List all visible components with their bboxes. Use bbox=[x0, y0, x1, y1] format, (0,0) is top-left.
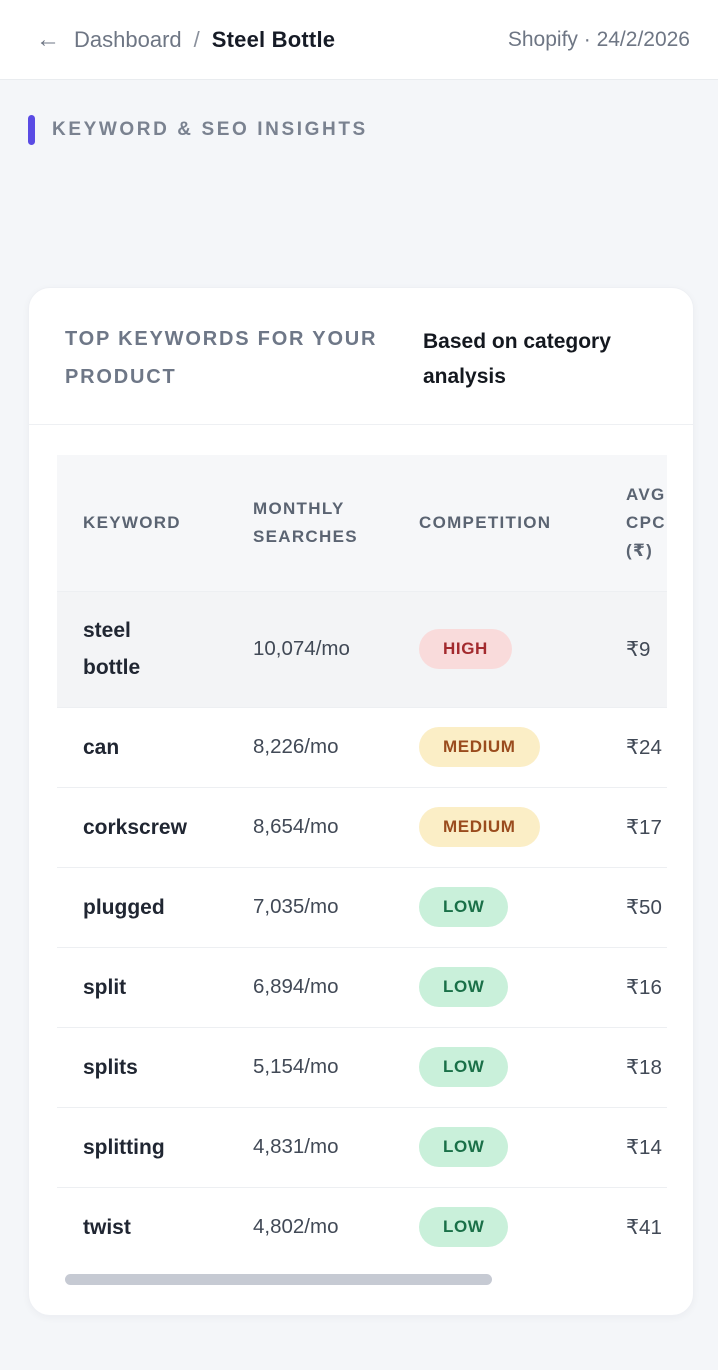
horizontal-scrollbar-track[interactable] bbox=[57, 1274, 667, 1285]
keyword-cell: splits bbox=[83, 1055, 138, 1079]
monthly-searches-cell: 4,831/mo bbox=[227, 1106, 393, 1187]
table-row[interactable]: split 6,894/mo LOW ₹16 bbox=[57, 946, 667, 1027]
keywords-card: TOP KEYWORDS FOR YOUR PRODUCT Based on c… bbox=[28, 287, 694, 1316]
monthly-searches-cell: 5,154/mo bbox=[227, 1026, 393, 1107]
table-row[interactable]: steel bottle 10,074/mo HIGH ₹9 bbox=[57, 590, 667, 707]
avg-cpc-cell: ₹14 bbox=[600, 1106, 667, 1187]
table-row[interactable]: splitting 4,831/mo LOW ₹14 bbox=[57, 1106, 667, 1187]
keyword-cell: twist bbox=[83, 1215, 131, 1239]
section-heading: KEYWORD & SEO INSIGHTS bbox=[28, 115, 718, 145]
competition-badge: LOW bbox=[419, 967, 509, 1007]
avg-cpc-cell: ₹16 bbox=[600, 946, 667, 1027]
keyword-cell: can bbox=[83, 735, 120, 759]
keyword-cell: steel bottle bbox=[83, 619, 141, 679]
keyword-cell: corkscrew bbox=[83, 815, 187, 839]
monthly-searches-cell: 10,074/mo bbox=[227, 590, 393, 707]
back-arrow-icon[interactable]: ← bbox=[36, 25, 60, 53]
monthly-searches-cell: 8,226/mo bbox=[227, 706, 393, 787]
keyword-cell: plugged bbox=[83, 895, 165, 919]
keywords-table-scroll-area[interactable]: KEYWORD MONTHLY SEARCHES COMPETITION AVG… bbox=[57, 455, 667, 1267]
competition-badge: MEDIUM bbox=[419, 727, 540, 767]
breadcrumb-current-page: Steel Bottle bbox=[211, 26, 336, 52]
table-header-row: KEYWORD MONTHLY SEARCHES COMPETITION AVG… bbox=[57, 455, 667, 591]
card-title: TOP KEYWORDS FOR YOUR PRODUCT bbox=[65, 328, 378, 388]
section-title: KEYWORD & SEO INSIGHTS bbox=[52, 119, 368, 140]
card-subtitle: Based on category analysis bbox=[423, 330, 611, 388]
horizontal-scrollbar-thumb[interactable] bbox=[65, 1274, 492, 1285]
platform-date-label: Shopify · 24/2/2026 bbox=[507, 27, 690, 51]
card-header: TOP KEYWORDS FOR YOUR PRODUCT Based on c… bbox=[29, 288, 693, 424]
keyword-cell: split bbox=[83, 975, 127, 999]
keywords-table: KEYWORD MONTHLY SEARCHES COMPETITION AVG… bbox=[57, 455, 667, 1267]
competition-badge: MEDIUM bbox=[419, 807, 540, 847]
avg-cpc-cell: ₹18 bbox=[600, 1026, 667, 1107]
accent-bar bbox=[28, 115, 35, 145]
column-header-monthly-searches: MONTHLY SEARCHES bbox=[253, 498, 358, 546]
card-header-divider bbox=[29, 424, 693, 425]
monthly-searches-cell: 6,894/mo bbox=[227, 946, 393, 1027]
competition-badge: LOW bbox=[419, 1207, 509, 1248]
top-bar: ← Dashboard / Steel Bottle Shopify · 24/… bbox=[0, 0, 718, 80]
keyword-cell: splitting bbox=[83, 1135, 165, 1159]
competition-badge: HIGH bbox=[419, 629, 512, 669]
monthly-searches-cell: 7,035/mo bbox=[227, 866, 393, 947]
avg-cpc-cell: ₹9 bbox=[600, 590, 667, 707]
avg-cpc-cell: ₹50 bbox=[600, 866, 667, 947]
breadcrumb-dashboard-link[interactable]: Dashboard bbox=[74, 26, 182, 52]
column-header-avg-cpc: AVG CPC (₹) bbox=[626, 484, 666, 560]
table-row[interactable]: plugged 7,035/mo LOW ₹50 bbox=[57, 866, 667, 947]
avg-cpc-cell: ₹41 bbox=[600, 1186, 667, 1267]
column-header-competition: COMPETITION bbox=[419, 512, 552, 532]
breadcrumb-separator: / bbox=[193, 26, 200, 52]
competition-badge: LOW bbox=[419, 1047, 509, 1087]
avg-cpc-cell: ₹17 bbox=[600, 786, 667, 867]
competition-badge: LOW bbox=[419, 887, 509, 927]
monthly-searches-cell: 4,802/mo bbox=[227, 1186, 393, 1267]
avg-cpc-cell: ₹24 bbox=[600, 706, 667, 787]
breadcrumb: ← Dashboard / Steel Bottle bbox=[36, 27, 335, 53]
table-row[interactable]: can 8,226/mo MEDIUM ₹24 bbox=[57, 706, 667, 787]
monthly-searches-cell: 8,654/mo bbox=[227, 786, 393, 867]
table-row[interactable]: splits 5,154/mo LOW ₹18 bbox=[57, 1026, 667, 1107]
table-row[interactable]: corkscrew 8,654/mo MEDIUM ₹17 bbox=[57, 786, 667, 867]
table-row[interactable]: twist 4,802/mo LOW ₹41 bbox=[57, 1186, 667, 1267]
column-header-keyword: KEYWORD bbox=[83, 512, 181, 532]
competition-badge: LOW bbox=[419, 1127, 509, 1167]
